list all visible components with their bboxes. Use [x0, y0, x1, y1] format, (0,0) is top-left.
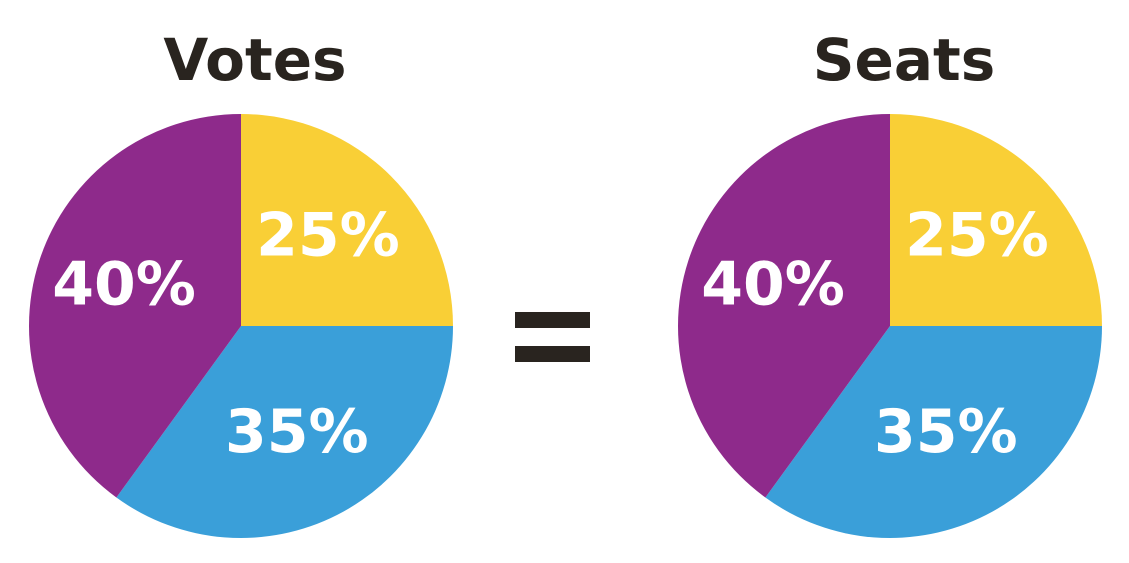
slice-label: 25%	[256, 201, 400, 271]
equals-bar	[515, 346, 590, 362]
pie-slice	[116, 326, 453, 538]
pie-slice	[241, 114, 453, 326]
slice-label: 35%	[874, 397, 1018, 467]
chart-title: Seats	[813, 26, 996, 94]
equals-bar	[515, 312, 590, 328]
pie-slice	[29, 114, 241, 498]
chart-title: Votes	[163, 26, 346, 94]
pie-slice	[678, 114, 890, 498]
slice-label: 35%	[225, 397, 369, 467]
pie-slice	[765, 326, 1102, 539]
slice-label: 40%	[52, 250, 196, 320]
pie-slice	[890, 114, 1102, 326]
slice-label: 25%	[905, 201, 1049, 271]
slice-label: 40%	[701, 250, 845, 320]
